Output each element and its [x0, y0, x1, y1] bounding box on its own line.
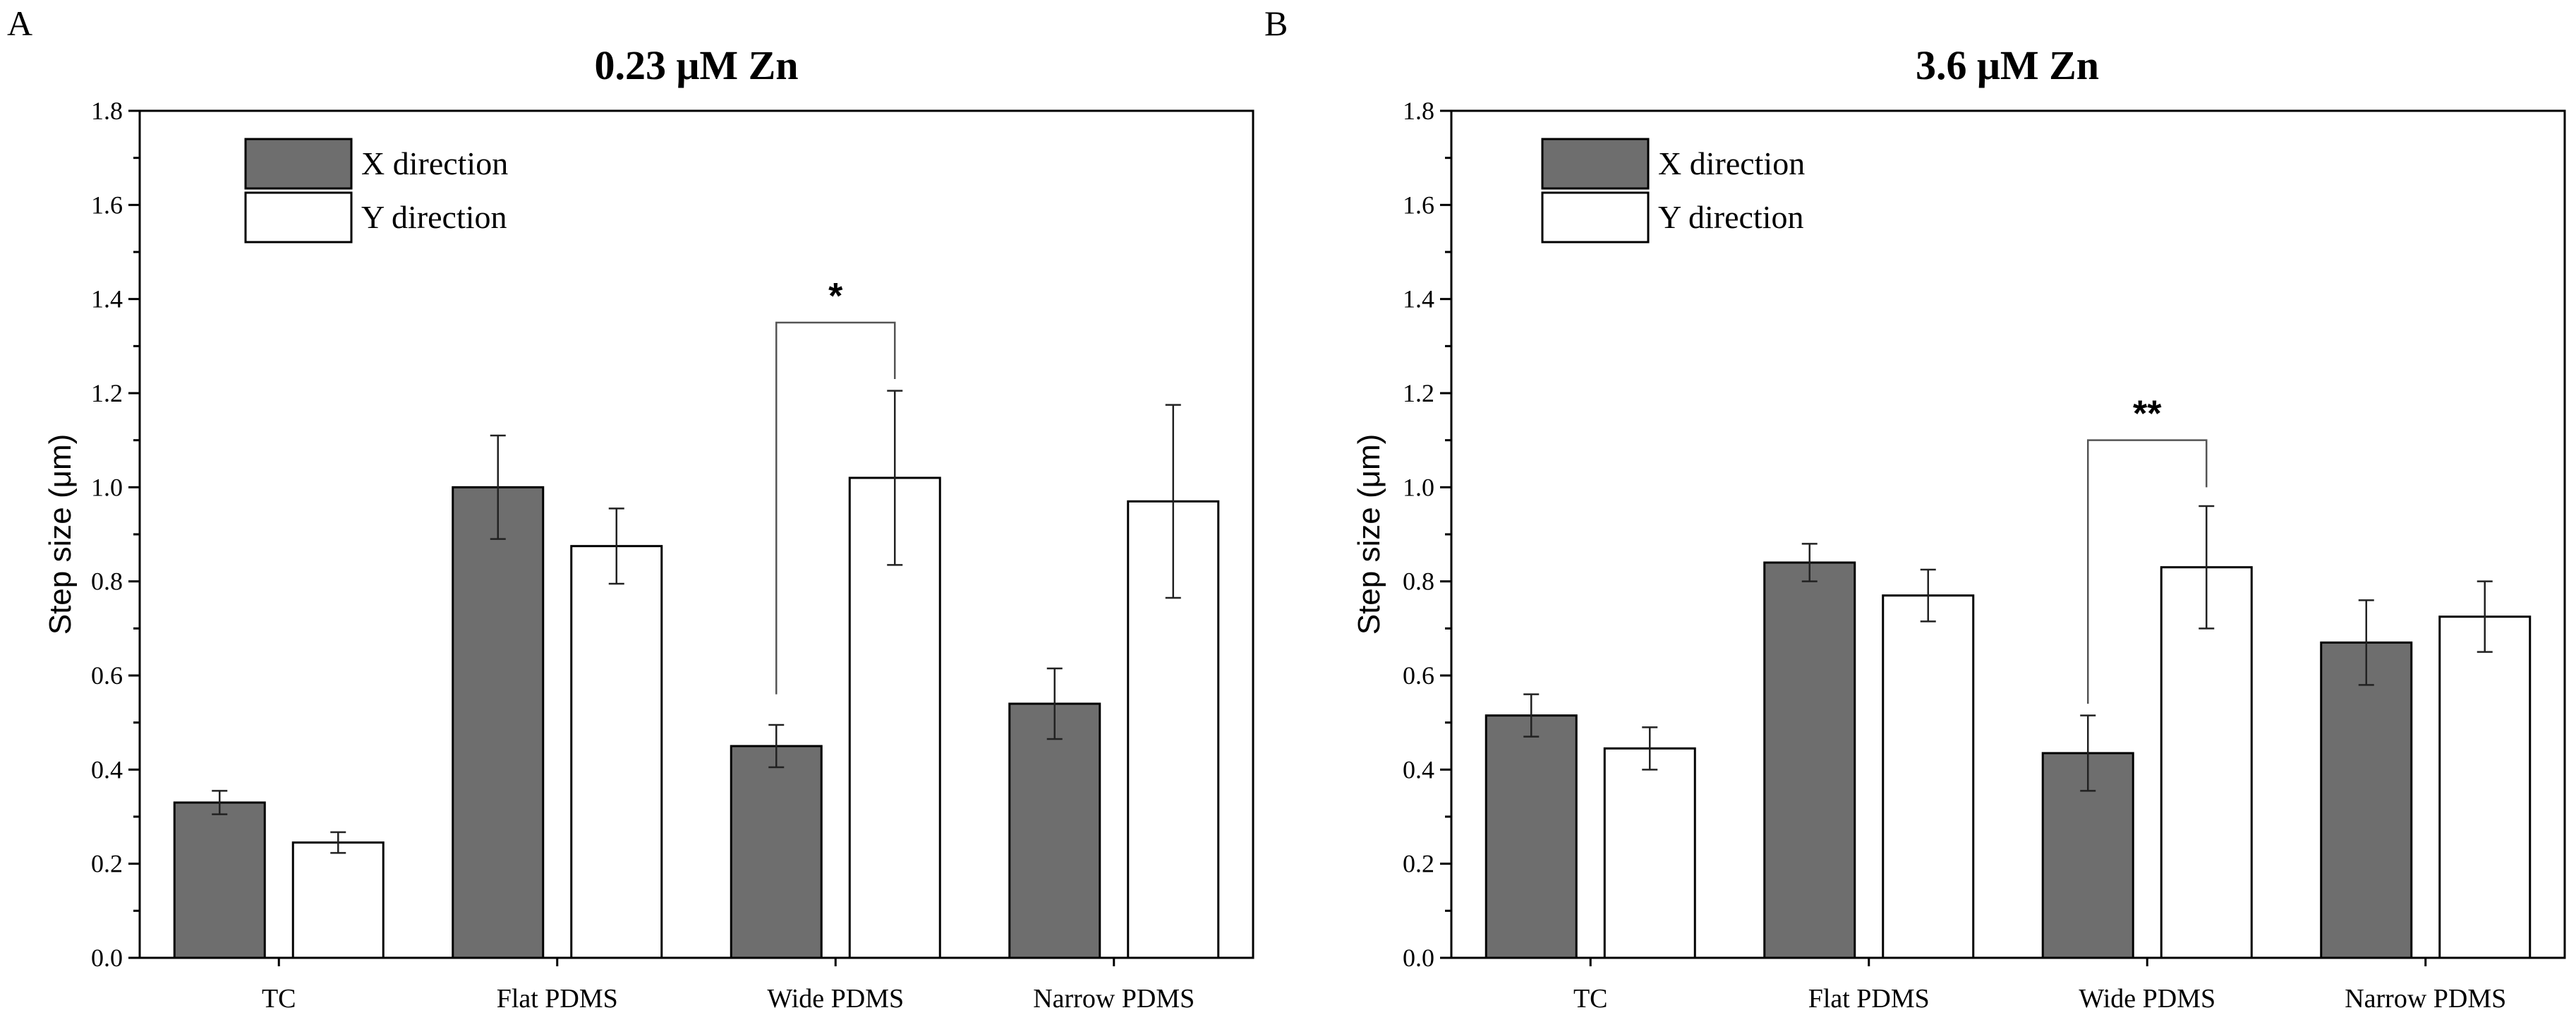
- bar-y-direction: [1882, 594, 1975, 959]
- chart-title: 3.6 μM Zn: [1916, 42, 2099, 88]
- x-tick-label: Flat PDMS: [1808, 984, 1930, 1014]
- panel-label: A: [7, 4, 32, 43]
- plot-frame: [138, 109, 1254, 959]
- y-tick-label: 0.4: [91, 755, 123, 783]
- x-tick-label: Wide PDMS: [2079, 984, 2215, 1014]
- bar-y-direction: [2438, 615, 2532, 959]
- x-tick-label: TC: [262, 984, 296, 1014]
- chart-panel-a: A 0.23 μM Zn Step size (μm) 0.0 0.2 0.4 0.6 0.8…: [7, 4, 1254, 1014]
- legend-swatch-x-direction: [1541, 138, 1650, 190]
- chart-panel-b: B 3.6 μM Zn Step size (μm) 0.0 0.2 0.4 0.6 0.8 1…: [1264, 4, 2566, 1014]
- y-axis-label: Step size (μm): [43, 434, 78, 635]
- legend-label: Y direction: [1658, 199, 1804, 235]
- significance-bracket: [2087, 439, 2208, 704]
- y-tick-label: 0.0: [91, 944, 123, 972]
- y-tick-label: 0.0: [1403, 944, 1434, 972]
- y-tick-label: 1.0: [1403, 473, 1434, 501]
- bar-y-direction: [291, 841, 385, 959]
- legend-swatch-y-direction: [244, 191, 353, 244]
- x-tick-label: Narrow PDMS: [2345, 984, 2506, 1014]
- significance-marker: *: [828, 276, 843, 317]
- y-tick-label: 1.2: [91, 379, 123, 407]
- bar-y-direction: [2160, 566, 2253, 959]
- y-tick-label: 0.4: [1403, 755, 1434, 783]
- y-tick-label: 0.2: [1403, 850, 1434, 878]
- legend-label: X direction: [361, 145, 508, 181]
- y-tick-label: 1.0: [91, 473, 123, 501]
- legend-swatch-y-direction: [1541, 191, 1650, 244]
- bar-x-direction: [1484, 714, 1578, 959]
- bar-x-direction: [2320, 641, 2413, 959]
- significance-marker: **: [2133, 394, 2162, 435]
- bar-x-direction: [452, 486, 545, 959]
- y-tick-label: 1.6: [1403, 191, 1434, 219]
- y-tick-label: 0.6: [91, 661, 123, 690]
- panel-label: B: [1264, 4, 1288, 43]
- x-tick-label: Narrow PDMS: [1033, 984, 1195, 1014]
- legend-swatch-x-direction: [244, 138, 353, 190]
- plot-frame: [1450, 109, 2566, 959]
- x-tick-label: Wide PDMS: [767, 984, 904, 1014]
- y-tick-label: 1.6: [91, 191, 123, 219]
- legend-label: Y direction: [361, 199, 507, 235]
- bar-x-direction: [1763, 561, 1856, 959]
- y-tick-label: 0.8: [1403, 567, 1434, 596]
- y-tick-label: 1.8: [1403, 97, 1434, 125]
- y-tick-label: 1.8: [91, 97, 123, 125]
- y-tick-label: 1.2: [1403, 379, 1434, 407]
- y-tick-label: 0.8: [91, 567, 123, 596]
- legend-label: X direction: [1658, 145, 1805, 181]
- x-tick-label: Flat PDMS: [497, 984, 618, 1014]
- significance-bracket: [775, 321, 896, 695]
- bar-x-direction: [173, 801, 266, 959]
- bar-x-direction: [730, 745, 823, 959]
- bar-x-direction: [1008, 702, 1101, 959]
- bar-y-direction: [570, 545, 663, 959]
- chart-title: 0.23 μM Zn: [594, 42, 798, 88]
- x-tick-label: TC: [1573, 984, 1608, 1014]
- y-axis-label: Step size (μm): [1352, 434, 1386, 635]
- y-tick-label: 1.4: [1403, 285, 1434, 313]
- y-tick-label: 0.6: [1403, 661, 1434, 690]
- bar-y-direction: [1603, 747, 1696, 959]
- y-tick-label: 0.2: [91, 850, 123, 878]
- y-tick-label: 1.4: [91, 285, 123, 313]
